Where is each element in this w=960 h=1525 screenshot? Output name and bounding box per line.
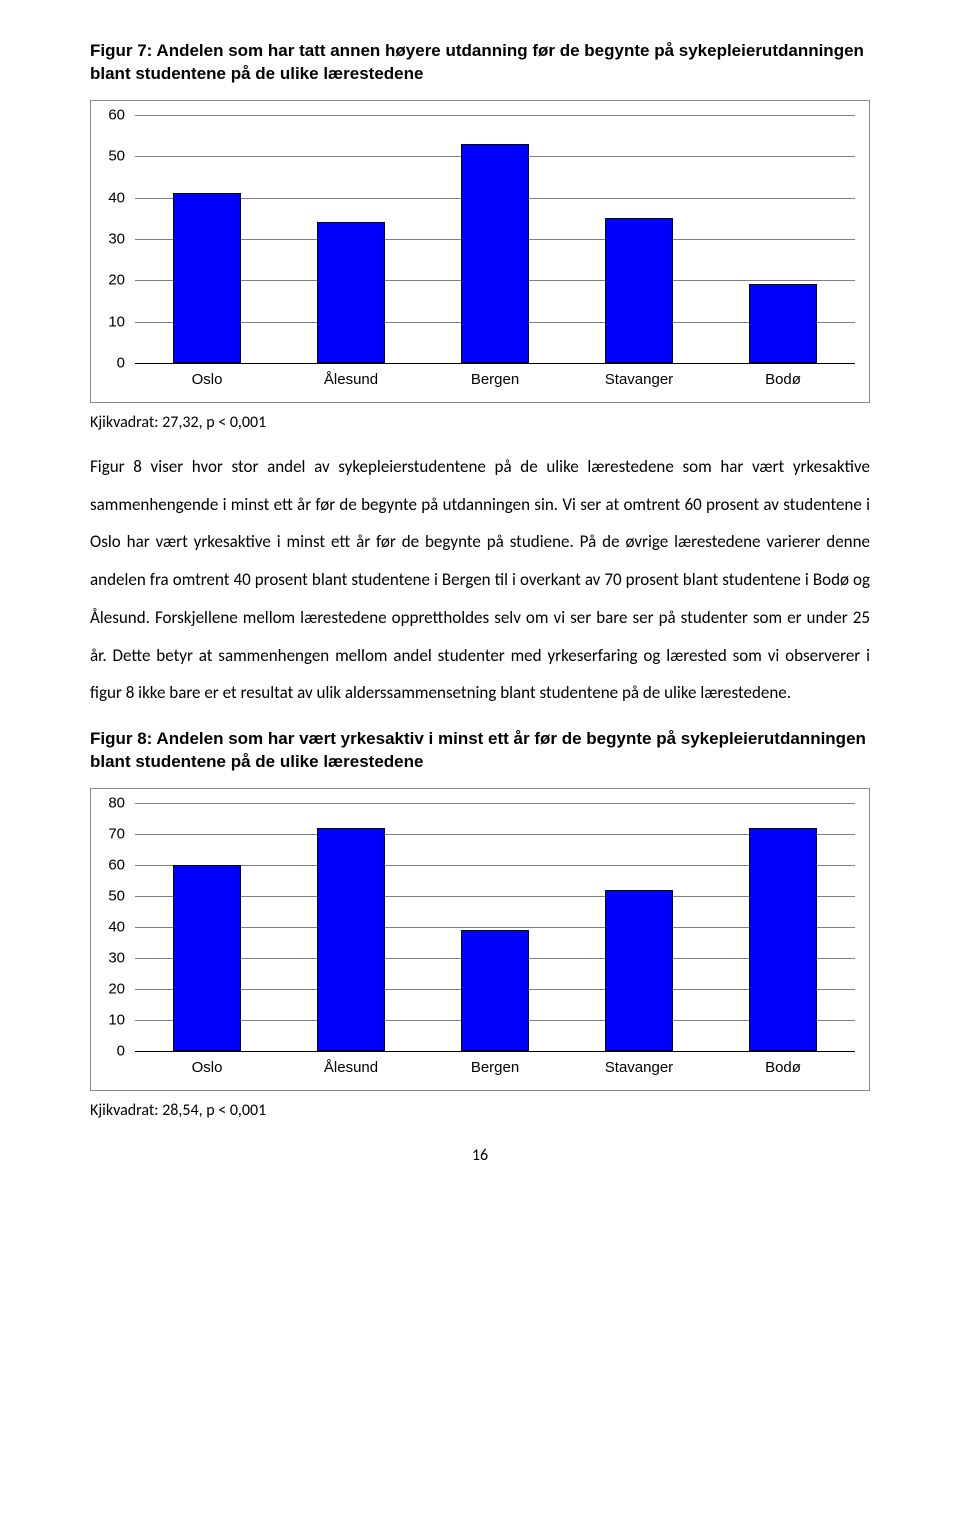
gridline bbox=[135, 363, 855, 364]
y-tick-label: 20 bbox=[108, 980, 125, 997]
bar bbox=[173, 193, 241, 362]
figure7-chart: 60 50 40 30 20 10 0 OsloÅlesundBergenStavangerB… bbox=[90, 100, 870, 403]
x-tick-label: Bodø bbox=[711, 371, 855, 388]
y-tick-label: 30 bbox=[108, 949, 125, 966]
figure8-caption: Kjikvadrat: 28,54, p < 0,001 bbox=[90, 1101, 870, 1120]
y-tick-label: 60 bbox=[108, 856, 125, 873]
y-tick-label: 50 bbox=[108, 148, 125, 165]
x-tick-label: Bodø bbox=[711, 1059, 855, 1076]
bar bbox=[317, 222, 385, 363]
body-paragraph: Figur 8 viser hvor stor andel av sykeple… bbox=[90, 448, 870, 712]
x-tick-label: Bergen bbox=[423, 371, 567, 388]
plot-area bbox=[135, 803, 855, 1051]
bar bbox=[605, 218, 673, 363]
x-tick-label: Oslo bbox=[135, 371, 279, 388]
figure8-chart: 80 70 60 50 40 30 20 10 0 OsloÅlesundBergenStavan… bbox=[90, 788, 870, 1091]
bar bbox=[749, 828, 817, 1051]
gridline bbox=[135, 1051, 855, 1052]
figure8-title: Figur 8: Andelen som har vært yrkesaktiv… bbox=[90, 728, 870, 774]
y-tick-label: 0 bbox=[117, 1042, 125, 1059]
y-axis: 80706050403020100 bbox=[105, 803, 135, 1051]
page-number: 16 bbox=[90, 1146, 870, 1165]
y-tick-label: 60 bbox=[108, 106, 125, 123]
bar bbox=[749, 284, 817, 363]
bar bbox=[605, 890, 673, 1051]
y-tick-label: 30 bbox=[108, 230, 125, 247]
bar bbox=[173, 865, 241, 1051]
y-tick-label: 50 bbox=[108, 887, 125, 904]
x-tick-label: Ålesund bbox=[279, 371, 423, 388]
x-tick-label: Stavanger bbox=[567, 1059, 711, 1076]
figure7-caption: Kjikvadrat: 27,32, p < 0,001 bbox=[90, 413, 870, 432]
x-tick-label: Oslo bbox=[135, 1059, 279, 1076]
y-tick-label: 10 bbox=[108, 1011, 125, 1028]
y-tick-label: 40 bbox=[108, 189, 125, 206]
y-tick-label: 80 bbox=[108, 794, 125, 811]
plot-area bbox=[135, 115, 855, 363]
y-tick-label: 10 bbox=[108, 313, 125, 330]
y-tick-label: 40 bbox=[108, 918, 125, 935]
x-axis: OsloÅlesundBergenStavangerBodø bbox=[135, 371, 855, 388]
y-tick-label: 70 bbox=[108, 825, 125, 842]
bar bbox=[317, 828, 385, 1051]
y-tick-label: 20 bbox=[108, 272, 125, 289]
y-axis: 6050403020100 bbox=[105, 115, 135, 363]
x-tick-label: Stavanger bbox=[567, 371, 711, 388]
bar bbox=[461, 930, 529, 1051]
x-tick-label: Ålesund bbox=[279, 1059, 423, 1076]
y-tick-label: 0 bbox=[117, 354, 125, 371]
x-tick-label: Bergen bbox=[423, 1059, 567, 1076]
bar bbox=[461, 144, 529, 363]
figure7-title: Figur 7: Andelen som har tatt annen høye… bbox=[90, 40, 870, 86]
x-axis: OsloÅlesundBergenStavangerBodø bbox=[135, 1059, 855, 1076]
